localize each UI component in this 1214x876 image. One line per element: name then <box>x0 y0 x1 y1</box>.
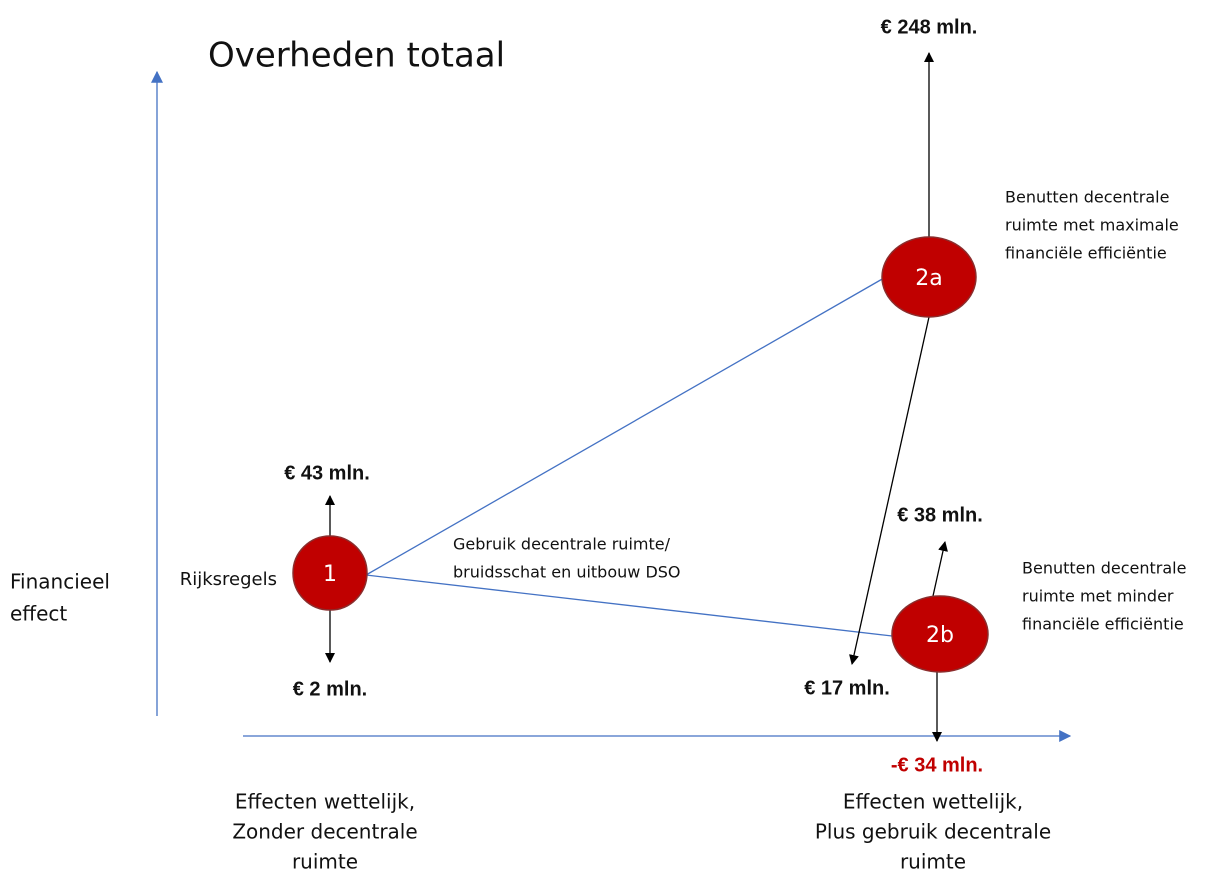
node <box>292 535 368 611</box>
amount: € 43 mln. <box>284 462 370 484</box>
node <box>881 236 977 318</box>
edge-label: Gebruik decentrale ruimte/ <box>453 535 671 554</box>
y-axis-label: Financieel <box>10 570 110 594</box>
node-description: Benutten decentrale <box>1022 559 1186 578</box>
node-description: ruimte met maximale <box>1005 216 1179 235</box>
x-label-right: ruimte <box>900 850 966 874</box>
amount: -€ 34 mln. <box>891 754 983 776</box>
node <box>891 595 989 673</box>
edge-label: bruidsschat en uitbouw DSO <box>453 563 681 582</box>
node-description: financiële efficiëntie <box>1005 244 1167 263</box>
amount: € 17 mln. <box>804 677 890 699</box>
node-label: 1 <box>323 562 337 587</box>
arrow <box>932 541 948 597</box>
node-description: Benutten decentrale <box>1005 188 1169 207</box>
node-description: financiële efficiëntie <box>1022 615 1184 634</box>
x-label-right: Plus gebruik decentrale <box>815 820 1051 844</box>
node-label: 2a <box>915 266 942 291</box>
node-name: Rijksregels <box>180 569 277 590</box>
x-label-right: Effecten wettelijk, <box>843 790 1023 814</box>
amount: € 38 mln. <box>897 504 983 526</box>
title: Overheden totaal <box>208 36 505 76</box>
x-label-left: Effecten wettelijk, <box>235 790 415 814</box>
node-label: 2b <box>926 623 954 648</box>
node-description: ruimte met minder <box>1022 587 1174 606</box>
x-label-left: Zonder decentrale <box>232 820 417 844</box>
edge <box>365 574 893 637</box>
amount: € 248 mln. <box>881 16 978 38</box>
y-axis-label: effect <box>10 602 67 626</box>
arrow <box>849 316 930 665</box>
amount: € 2 mln. <box>293 678 367 700</box>
x-label-left: ruimte <box>292 850 358 874</box>
edge <box>365 277 885 576</box>
